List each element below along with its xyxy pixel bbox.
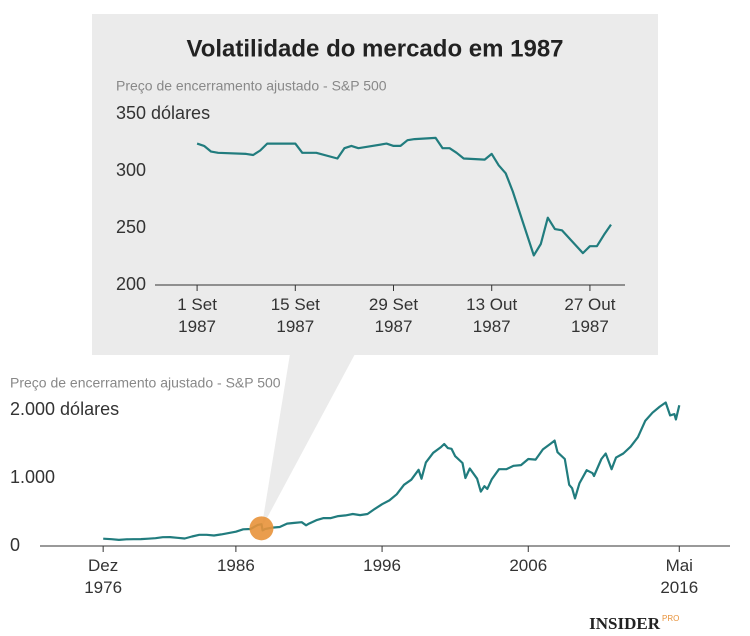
x-tick-label: 1996 [363,556,401,575]
x-tick-label: 15 Set 1987 [270,295,320,336]
brand: INSIDER [589,614,661,633]
x-tick-label: Dez 1976 [84,556,123,597]
y-tick-label: 250 [116,217,146,237]
chart-subtitle: Preço de encerramento ajustado - S&P 500 [10,375,281,391]
chart-title: Volatilidade do mercado em 1987 [186,35,563,62]
y-tick-label: 200 [116,274,146,294]
inset-box [92,14,658,355]
x-tick-label: 1986 [216,556,255,575]
x-tick-label: 13 Out 1987 [466,295,518,336]
brand-suffix: PRO [662,614,679,623]
line [103,401,681,541]
x-tick-label: 29 Set 1987 [368,295,419,336]
callout-wedge [261,354,355,529]
x-tick-label: 2006 [509,556,548,575]
x-tick-label: 27 Out 1987 [564,295,616,336]
chart-subtitle: Preço de encerramento ajustado - S&P 500 [116,78,387,94]
y-tick-label: 0 [10,535,20,555]
y-tick-label: 350 dólares [116,103,210,123]
y-tick-label: 300 [116,160,146,180]
y-tick-label: 1.000 [10,467,55,487]
x-tick-label: Mai 2016 [660,556,699,597]
highlight [249,516,274,541]
y-tick-label: 2.000 dólares [10,399,119,419]
line [196,136,612,257]
x-tick-label: 1 Set 1987 [177,295,217,336]
